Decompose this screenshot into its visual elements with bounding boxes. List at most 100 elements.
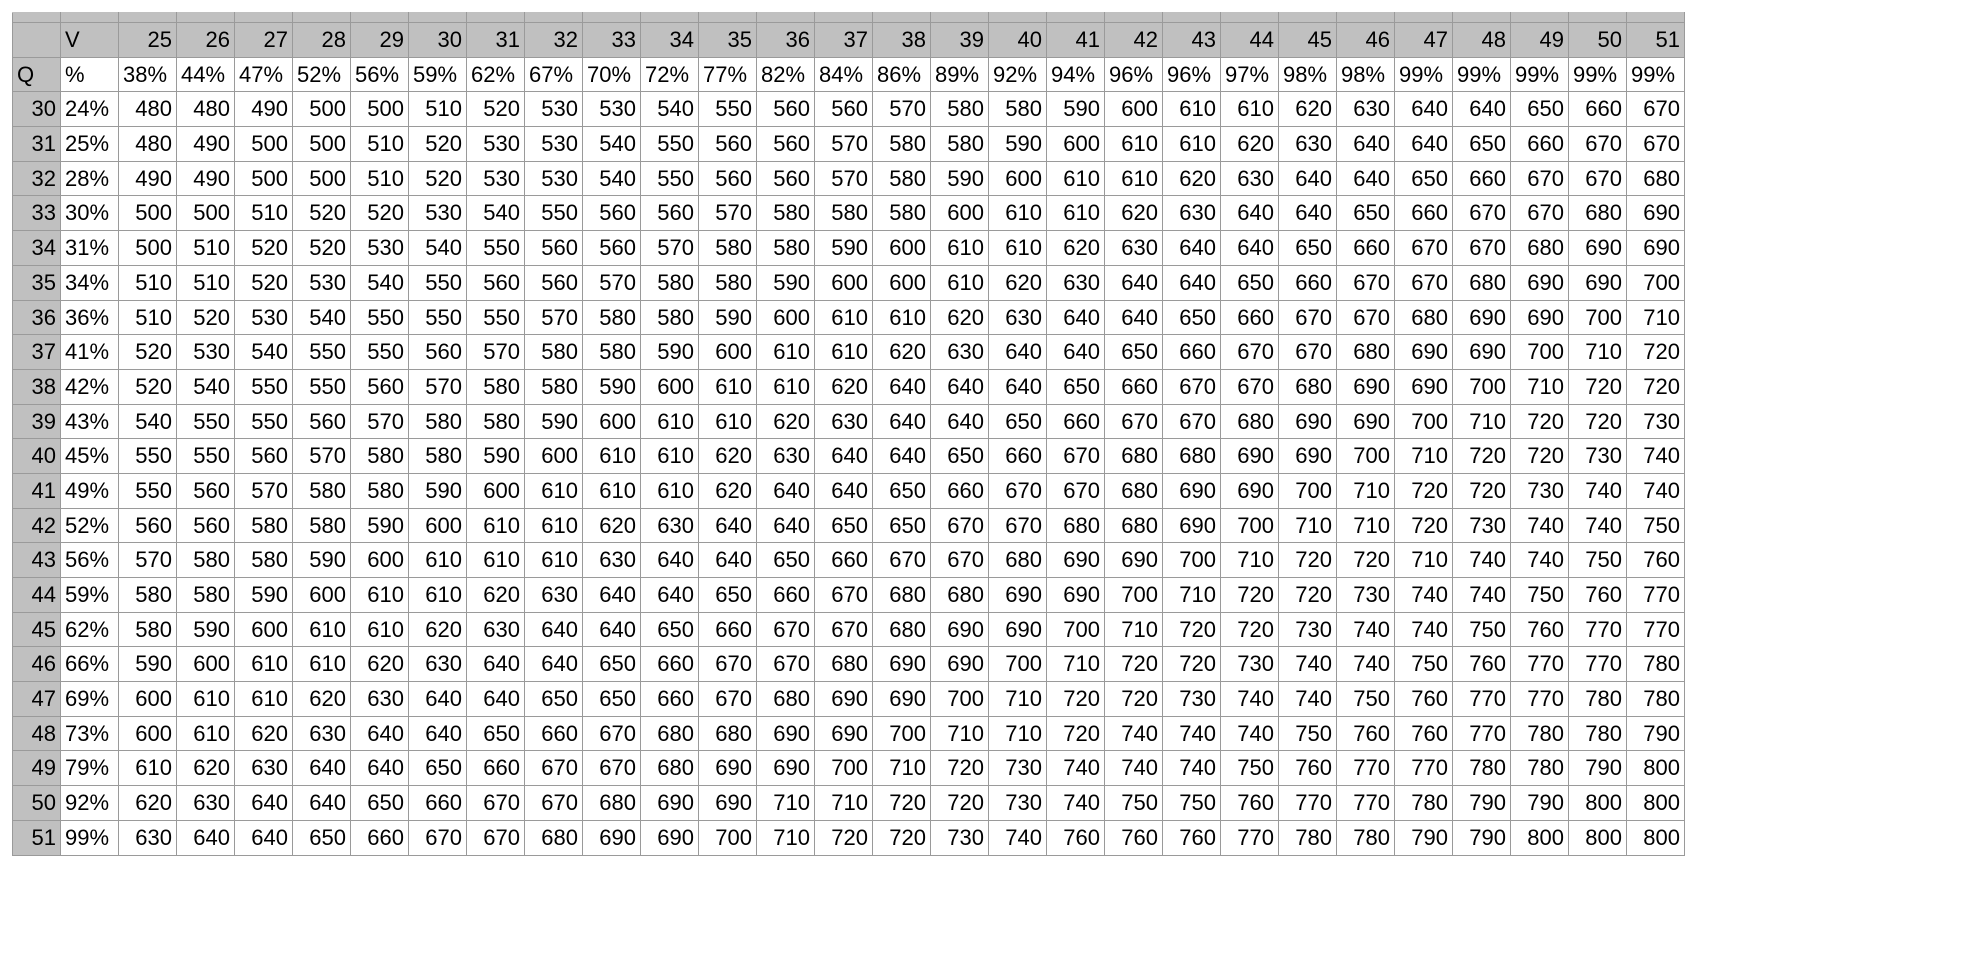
v-header-percent: 99% <box>1395 57 1453 92</box>
data-cell: 610 <box>641 473 699 508</box>
data-cell: 690 <box>989 612 1047 647</box>
v-header-value: 28 <box>293 23 351 58</box>
data-cell: 670 <box>1511 196 1569 231</box>
data-cell: 590 <box>177 612 235 647</box>
data-cell: 580 <box>815 196 873 231</box>
data-cell: 520 <box>119 335 177 370</box>
q-percent: 31% <box>61 231 119 266</box>
data-cell: 630 <box>351 682 409 717</box>
data-cell: 720 <box>1569 404 1627 439</box>
data-cell: 480 <box>119 127 177 162</box>
data-cell: 540 <box>119 404 177 439</box>
data-cell: 720 <box>1047 682 1105 717</box>
data-cell: 680 <box>1453 265 1511 300</box>
data-cell: 670 <box>583 716 641 751</box>
data-cell: 550 <box>641 127 699 162</box>
top-strip-cell <box>1163 13 1221 23</box>
v-header-value: 44 <box>1221 23 1279 58</box>
table-row: 3024%48048049050050051052053053054055056… <box>13 92 1685 127</box>
data-cell: 580 <box>119 578 177 613</box>
data-cell: 700 <box>1453 369 1511 404</box>
q-percent: 69% <box>61 682 119 717</box>
data-cell: 590 <box>641 335 699 370</box>
top-strip-cell <box>1395 13 1453 23</box>
data-cell: 640 <box>815 439 873 474</box>
data-cell: 720 <box>815 820 873 855</box>
data-cell: 700 <box>1627 265 1685 300</box>
data-cell: 640 <box>525 647 583 682</box>
top-strip-cell <box>1337 13 1395 23</box>
v-header-value: 27 <box>235 23 293 58</box>
data-cell: 610 <box>1163 92 1221 127</box>
data-cell: 770 <box>1569 647 1627 682</box>
data-cell: 710 <box>757 786 815 821</box>
data-cell: 680 <box>873 578 931 613</box>
data-cell: 670 <box>699 647 757 682</box>
data-cell: 580 <box>293 473 351 508</box>
table-row: 5092%62063064064065066067067068069069071… <box>13 786 1685 821</box>
data-cell: 560 <box>525 265 583 300</box>
data-cell: 640 <box>1337 161 1395 196</box>
data-cell: 660 <box>351 820 409 855</box>
data-cell: 720 <box>1279 543 1337 578</box>
data-cell: 710 <box>1627 300 1685 335</box>
data-cell: 750 <box>1105 786 1163 821</box>
data-cell: 670 <box>1453 231 1511 266</box>
data-cell: 740 <box>1163 751 1221 786</box>
table-row: 4459%58058059060061061062063064064065066… <box>13 578 1685 613</box>
data-cell: 660 <box>467 751 525 786</box>
v-header-percent: 56% <box>351 57 409 92</box>
q-value: 35 <box>13 265 61 300</box>
data-cell: 580 <box>931 127 989 162</box>
table-row: 4873%60061062063064064065066067068068069… <box>13 716 1685 751</box>
v-header-percent: 86% <box>873 57 931 92</box>
data-cell: 560 <box>583 196 641 231</box>
data-cell: 630 <box>1337 92 1395 127</box>
v-header-percent: 59% <box>409 57 467 92</box>
table-row: 3125%48049050050051052053053054055056056… <box>13 127 1685 162</box>
data-cell: 590 <box>119 647 177 682</box>
data-cell: 680 <box>1105 473 1163 508</box>
q-percent: 43% <box>61 404 119 439</box>
data-cell: 670 <box>1279 300 1337 335</box>
data-cell: 660 <box>989 439 1047 474</box>
q-percent: 30% <box>61 196 119 231</box>
data-cell: 650 <box>873 508 931 543</box>
data-cell: 710 <box>1047 647 1105 682</box>
data-cell: 580 <box>641 265 699 300</box>
data-cell: 690 <box>757 716 815 751</box>
data-cell: 720 <box>1105 647 1163 682</box>
data-cell: 700 <box>1279 473 1337 508</box>
data-cell: 690 <box>815 682 873 717</box>
data-cell: 710 <box>1337 473 1395 508</box>
table-row: 4979%61062063064064065066067067068069069… <box>13 751 1685 786</box>
top-strip-cell <box>13 13 61 23</box>
data-cell: 620 <box>119 786 177 821</box>
data-cell: 620 <box>293 682 351 717</box>
data-cell: 800 <box>1627 751 1685 786</box>
data-cell: 610 <box>293 647 351 682</box>
data-cell: 770 <box>1627 612 1685 647</box>
q-value: 36 <box>13 300 61 335</box>
data-cell: 510 <box>119 300 177 335</box>
data-cell: 650 <box>583 682 641 717</box>
data-cell: 610 <box>525 508 583 543</box>
data-cell: 720 <box>931 786 989 821</box>
data-cell: 690 <box>641 820 699 855</box>
v-header-percent: 77% <box>699 57 757 92</box>
data-cell: 680 <box>1105 439 1163 474</box>
v-header-value: 47 <box>1395 23 1453 58</box>
top-strip-cell <box>1569 13 1627 23</box>
data-cell: 670 <box>873 543 931 578</box>
data-cell: 720 <box>1163 647 1221 682</box>
q-value: 50 <box>13 786 61 821</box>
data-cell: 620 <box>1163 161 1221 196</box>
data-cell: 720 <box>1221 578 1279 613</box>
q-value: 44 <box>13 578 61 613</box>
data-cell: 620 <box>1221 127 1279 162</box>
data-cell: 580 <box>757 196 815 231</box>
q-percent: 59% <box>61 578 119 613</box>
data-cell: 500 <box>293 161 351 196</box>
data-cell: 550 <box>235 404 293 439</box>
data-cell: 650 <box>873 473 931 508</box>
